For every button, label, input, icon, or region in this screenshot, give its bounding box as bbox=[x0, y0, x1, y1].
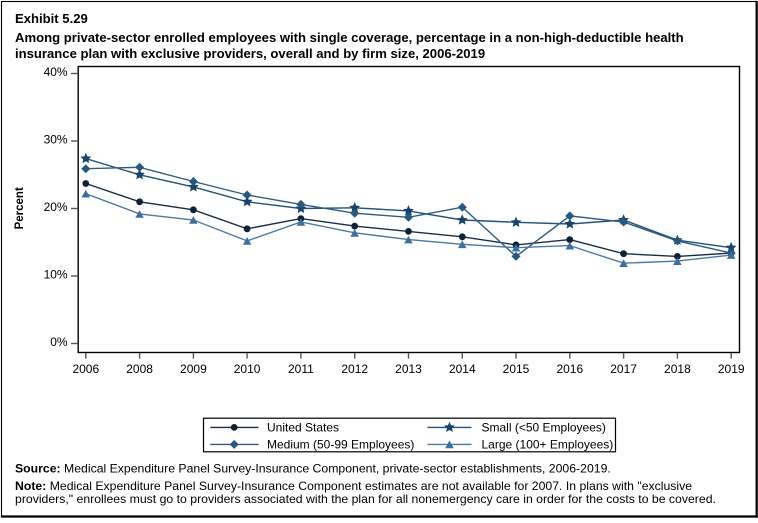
svg-text:2016: 2016 bbox=[556, 362, 583, 376]
svg-text:2011: 2011 bbox=[288, 362, 314, 376]
svg-text:20%: 20% bbox=[44, 200, 68, 214]
svg-text:30%: 30% bbox=[44, 132, 68, 146]
svg-text:Source: Medical Expenditure Pa: Source: Medical Expenditure Panel Survey… bbox=[15, 462, 611, 476]
svg-text:2009: 2009 bbox=[180, 362, 207, 376]
svg-text:2013: 2013 bbox=[395, 362, 422, 376]
svg-text:2019: 2019 bbox=[718, 362, 745, 376]
svg-text:2012: 2012 bbox=[341, 362, 368, 376]
svg-text:United States: United States bbox=[267, 421, 339, 435]
svg-text:Medium (50-99 Employees): Medium (50-99 Employees) bbox=[267, 438, 414, 452]
svg-text:0%: 0% bbox=[50, 335, 68, 349]
svg-text:2010: 2010 bbox=[234, 362, 261, 376]
svg-text:2014: 2014 bbox=[449, 362, 476, 376]
svg-text:2006: 2006 bbox=[72, 362, 99, 376]
svg-text:Among private-sector enrolled: Among private-sector enrolled employees … bbox=[15, 30, 684, 45]
svg-text:2017: 2017 bbox=[610, 362, 637, 376]
svg-text:10%: 10% bbox=[44, 267, 68, 281]
svg-text:2018: 2018 bbox=[664, 362, 691, 376]
svg-text:40%: 40% bbox=[44, 65, 68, 79]
svg-text:insurance plan with exclusive: insurance plan with exclusive providers,… bbox=[15, 46, 485, 61]
svg-text:Percent: Percent bbox=[14, 187, 26, 229]
svg-text:2015: 2015 bbox=[503, 362, 530, 376]
svg-text:Exhibit 5.29: Exhibit 5.29 bbox=[15, 11, 88, 26]
svg-text:2008: 2008 bbox=[126, 362, 153, 376]
svg-text:Large (100+ Employees): Large (100+ Employees) bbox=[482, 438, 614, 452]
svg-text:providers," enrollees must go: providers," enrollees must go to provide… bbox=[15, 492, 716, 506]
svg-text:Note: Medical Expenditure Pane: Note: Medical Expenditure Panel Survey-I… bbox=[15, 479, 692, 493]
svg-text:Small (<50 Employees): Small (<50 Employees) bbox=[482, 421, 606, 435]
